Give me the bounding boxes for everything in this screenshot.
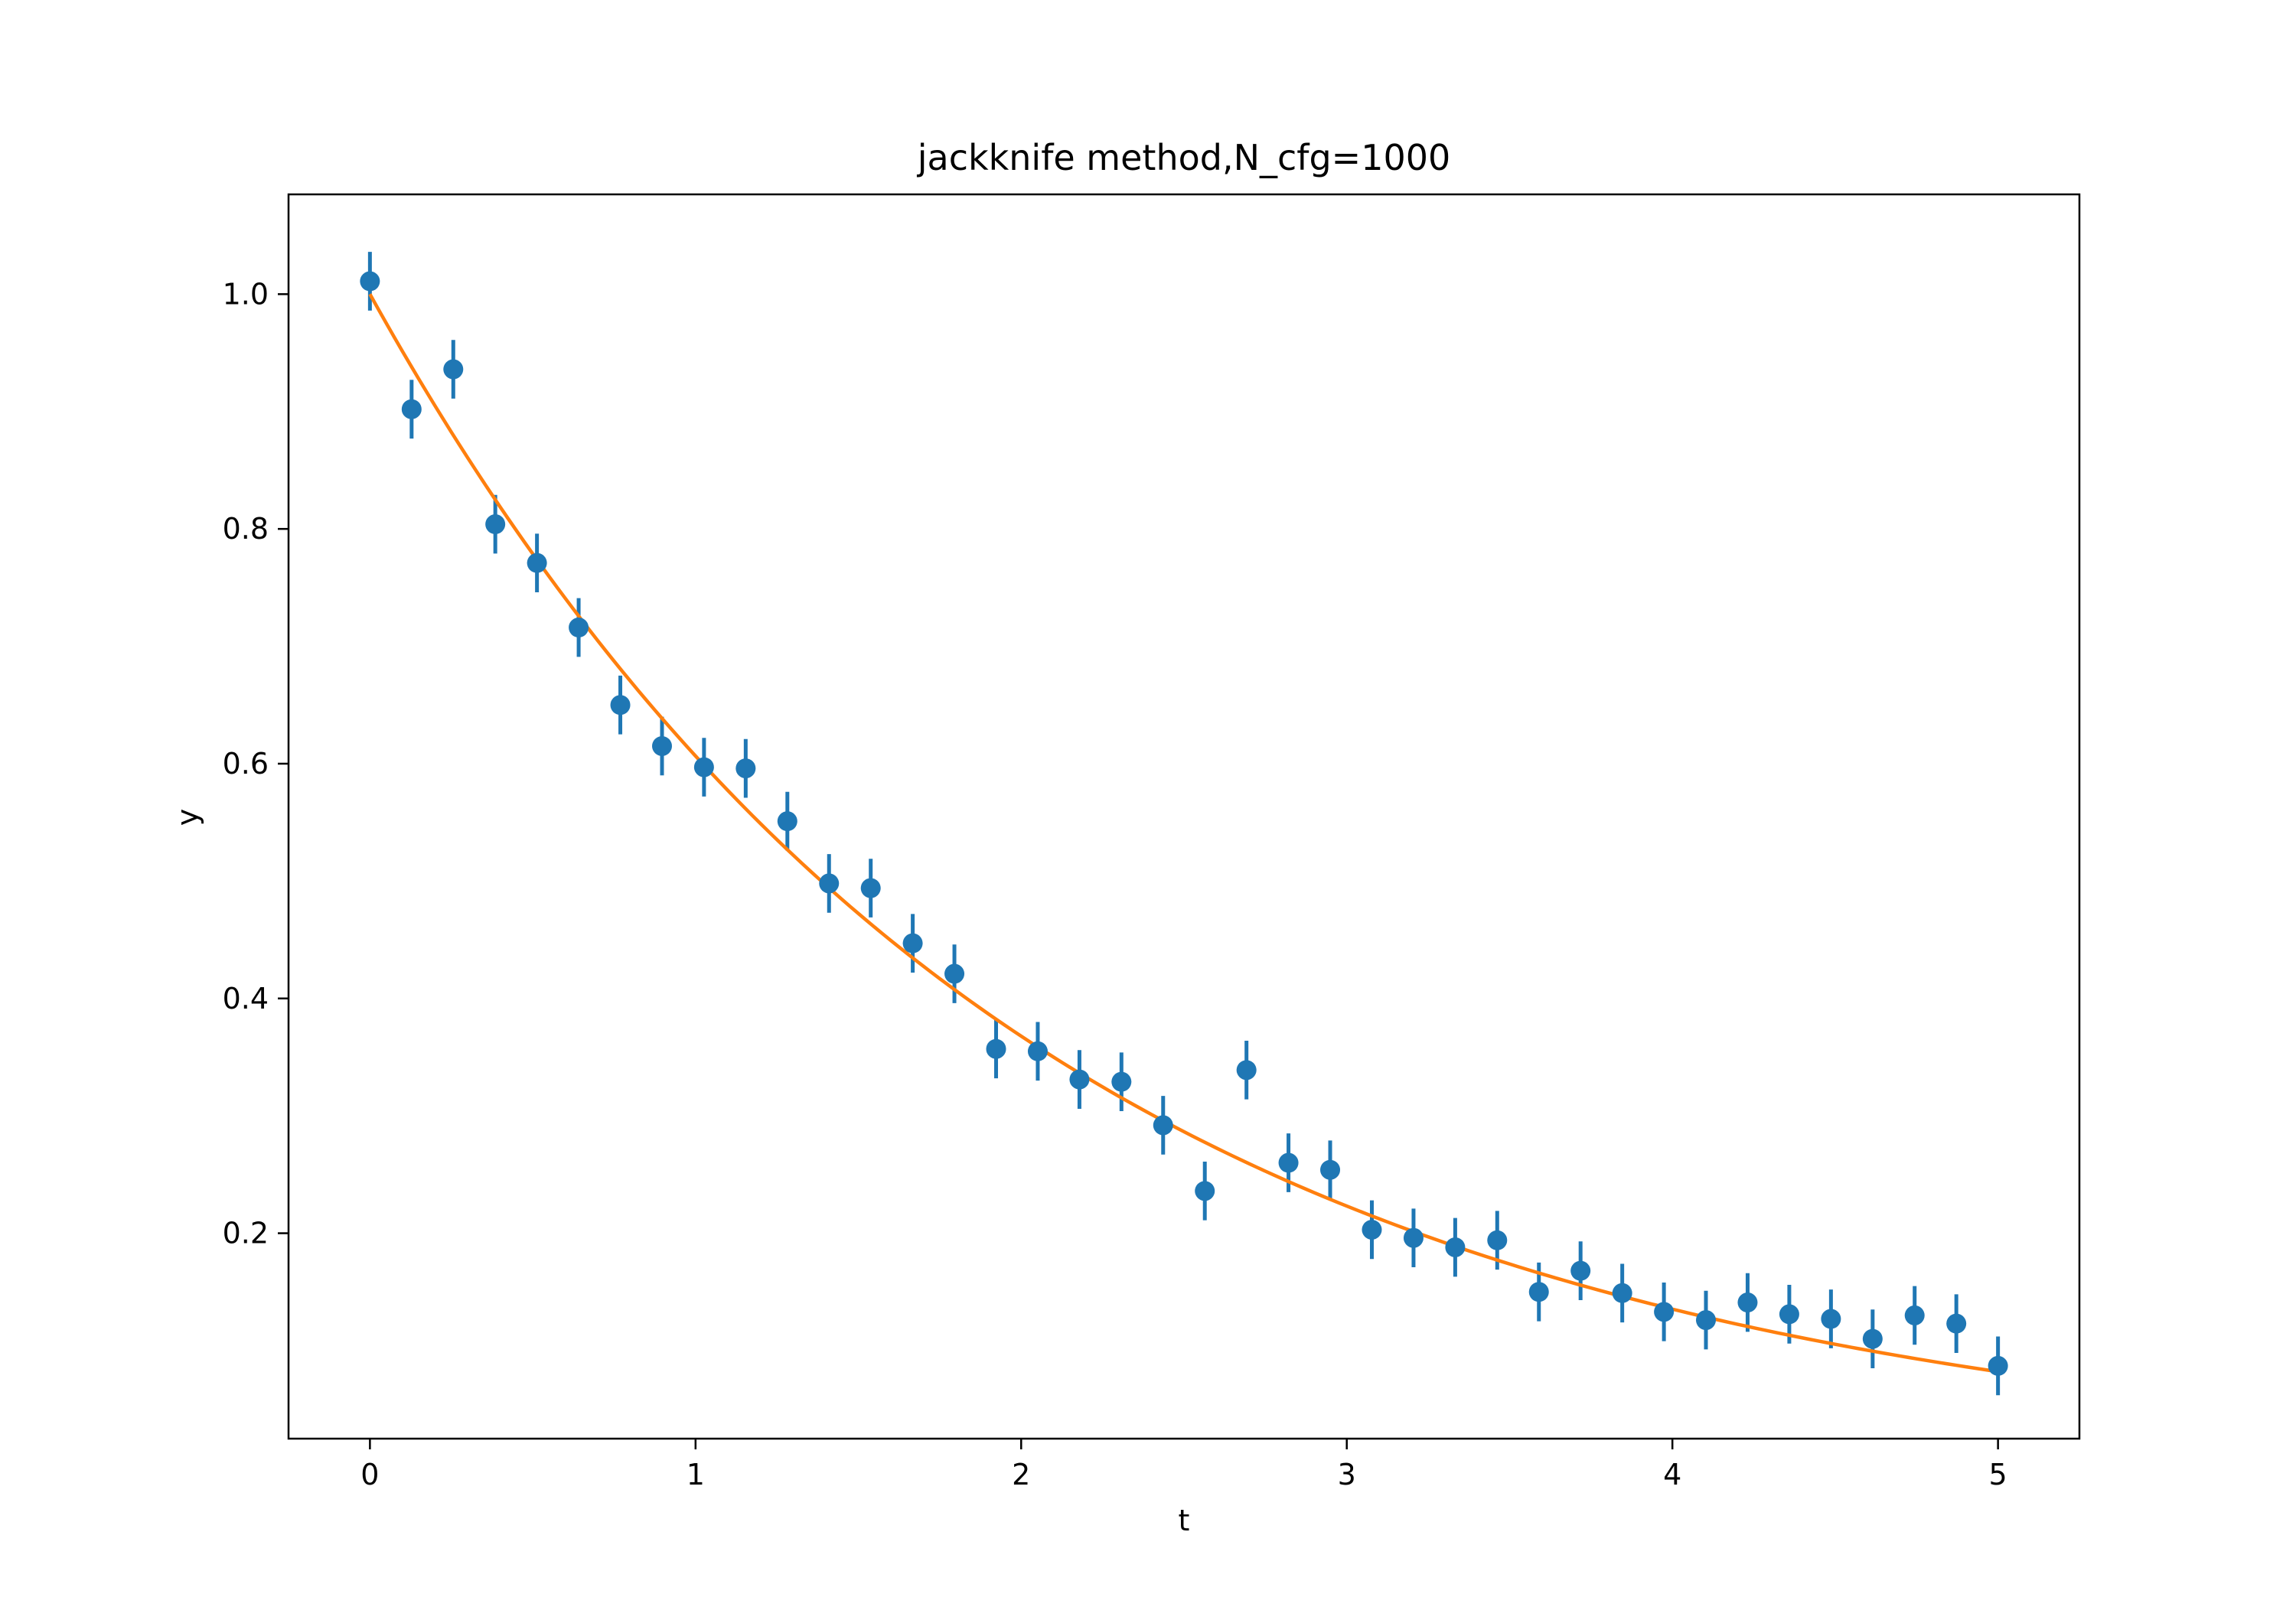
y-tick-label: 0.8 [223, 512, 269, 546]
data-point [1862, 1328, 1883, 1349]
axes-frame [287, 193, 2081, 1440]
data-point [1111, 1071, 1132, 1092]
data-point [610, 695, 631, 715]
data-point [777, 811, 797, 832]
data-point [1654, 1302, 1675, 1322]
x-tick-label: 3 [1338, 1458, 1356, 1491]
data-point [1570, 1260, 1591, 1281]
data-point [1069, 1069, 1090, 1090]
data-point [485, 514, 506, 535]
data-point [735, 758, 756, 779]
x-tick-label: 0 [360, 1458, 379, 1491]
data-point [1904, 1305, 1925, 1325]
data-point [860, 878, 881, 898]
y-tick-label: 1.0 [223, 277, 269, 311]
data-point [1153, 1115, 1173, 1136]
data-point [1988, 1355, 2008, 1376]
data-point [693, 757, 714, 777]
data-point [1278, 1152, 1299, 1173]
data-point [1027, 1041, 1048, 1061]
y-axis: 0.2 0.4 0.6 0.8 1.0 [223, 277, 289, 1250]
chart-title: jackknife method,N_cfg=1000 [917, 137, 1451, 178]
data-point [986, 1038, 1006, 1059]
data-point [1403, 1227, 1424, 1248]
data-point [401, 399, 422, 419]
x-axis-label: t [1179, 1504, 1190, 1537]
x-tick-label: 5 [1989, 1458, 2007, 1491]
y-tick-label: 0.2 [223, 1217, 269, 1250]
data-point [1362, 1219, 1382, 1240]
data-point [1946, 1313, 1967, 1334]
data-point [1487, 1230, 1508, 1250]
x-axis: 0 1 2 3 4 5 [360, 1439, 2007, 1491]
data-point [902, 933, 923, 953]
data-point [1821, 1309, 1841, 1329]
data-point [1779, 1304, 1799, 1325]
x-tick-label: 1 [687, 1458, 705, 1491]
data-point [819, 873, 840, 894]
y-tick-label: 0.4 [223, 982, 269, 1015]
data-point [1320, 1159, 1341, 1180]
data-point [443, 359, 464, 380]
data-point [569, 618, 589, 638]
data-point [651, 735, 672, 756]
data-point [1528, 1282, 1549, 1302]
x-tick-label: 2 [1012, 1458, 1030, 1491]
data-point [1445, 1237, 1466, 1257]
data-point [360, 271, 380, 292]
fit-curve [368, 293, 1998, 1374]
data-point [1195, 1181, 1215, 1201]
data-point [1696, 1310, 1717, 1331]
y-tick-label: 0.6 [223, 747, 269, 781]
data-point [527, 553, 547, 573]
x-tick-label: 4 [1663, 1458, 1681, 1491]
data-point [1236, 1060, 1257, 1081]
data-point [944, 963, 965, 984]
data-point [1612, 1283, 1632, 1303]
y-axis-label: y [171, 809, 204, 826]
plot-area [360, 252, 2008, 1396]
data-point [1737, 1292, 1758, 1313]
